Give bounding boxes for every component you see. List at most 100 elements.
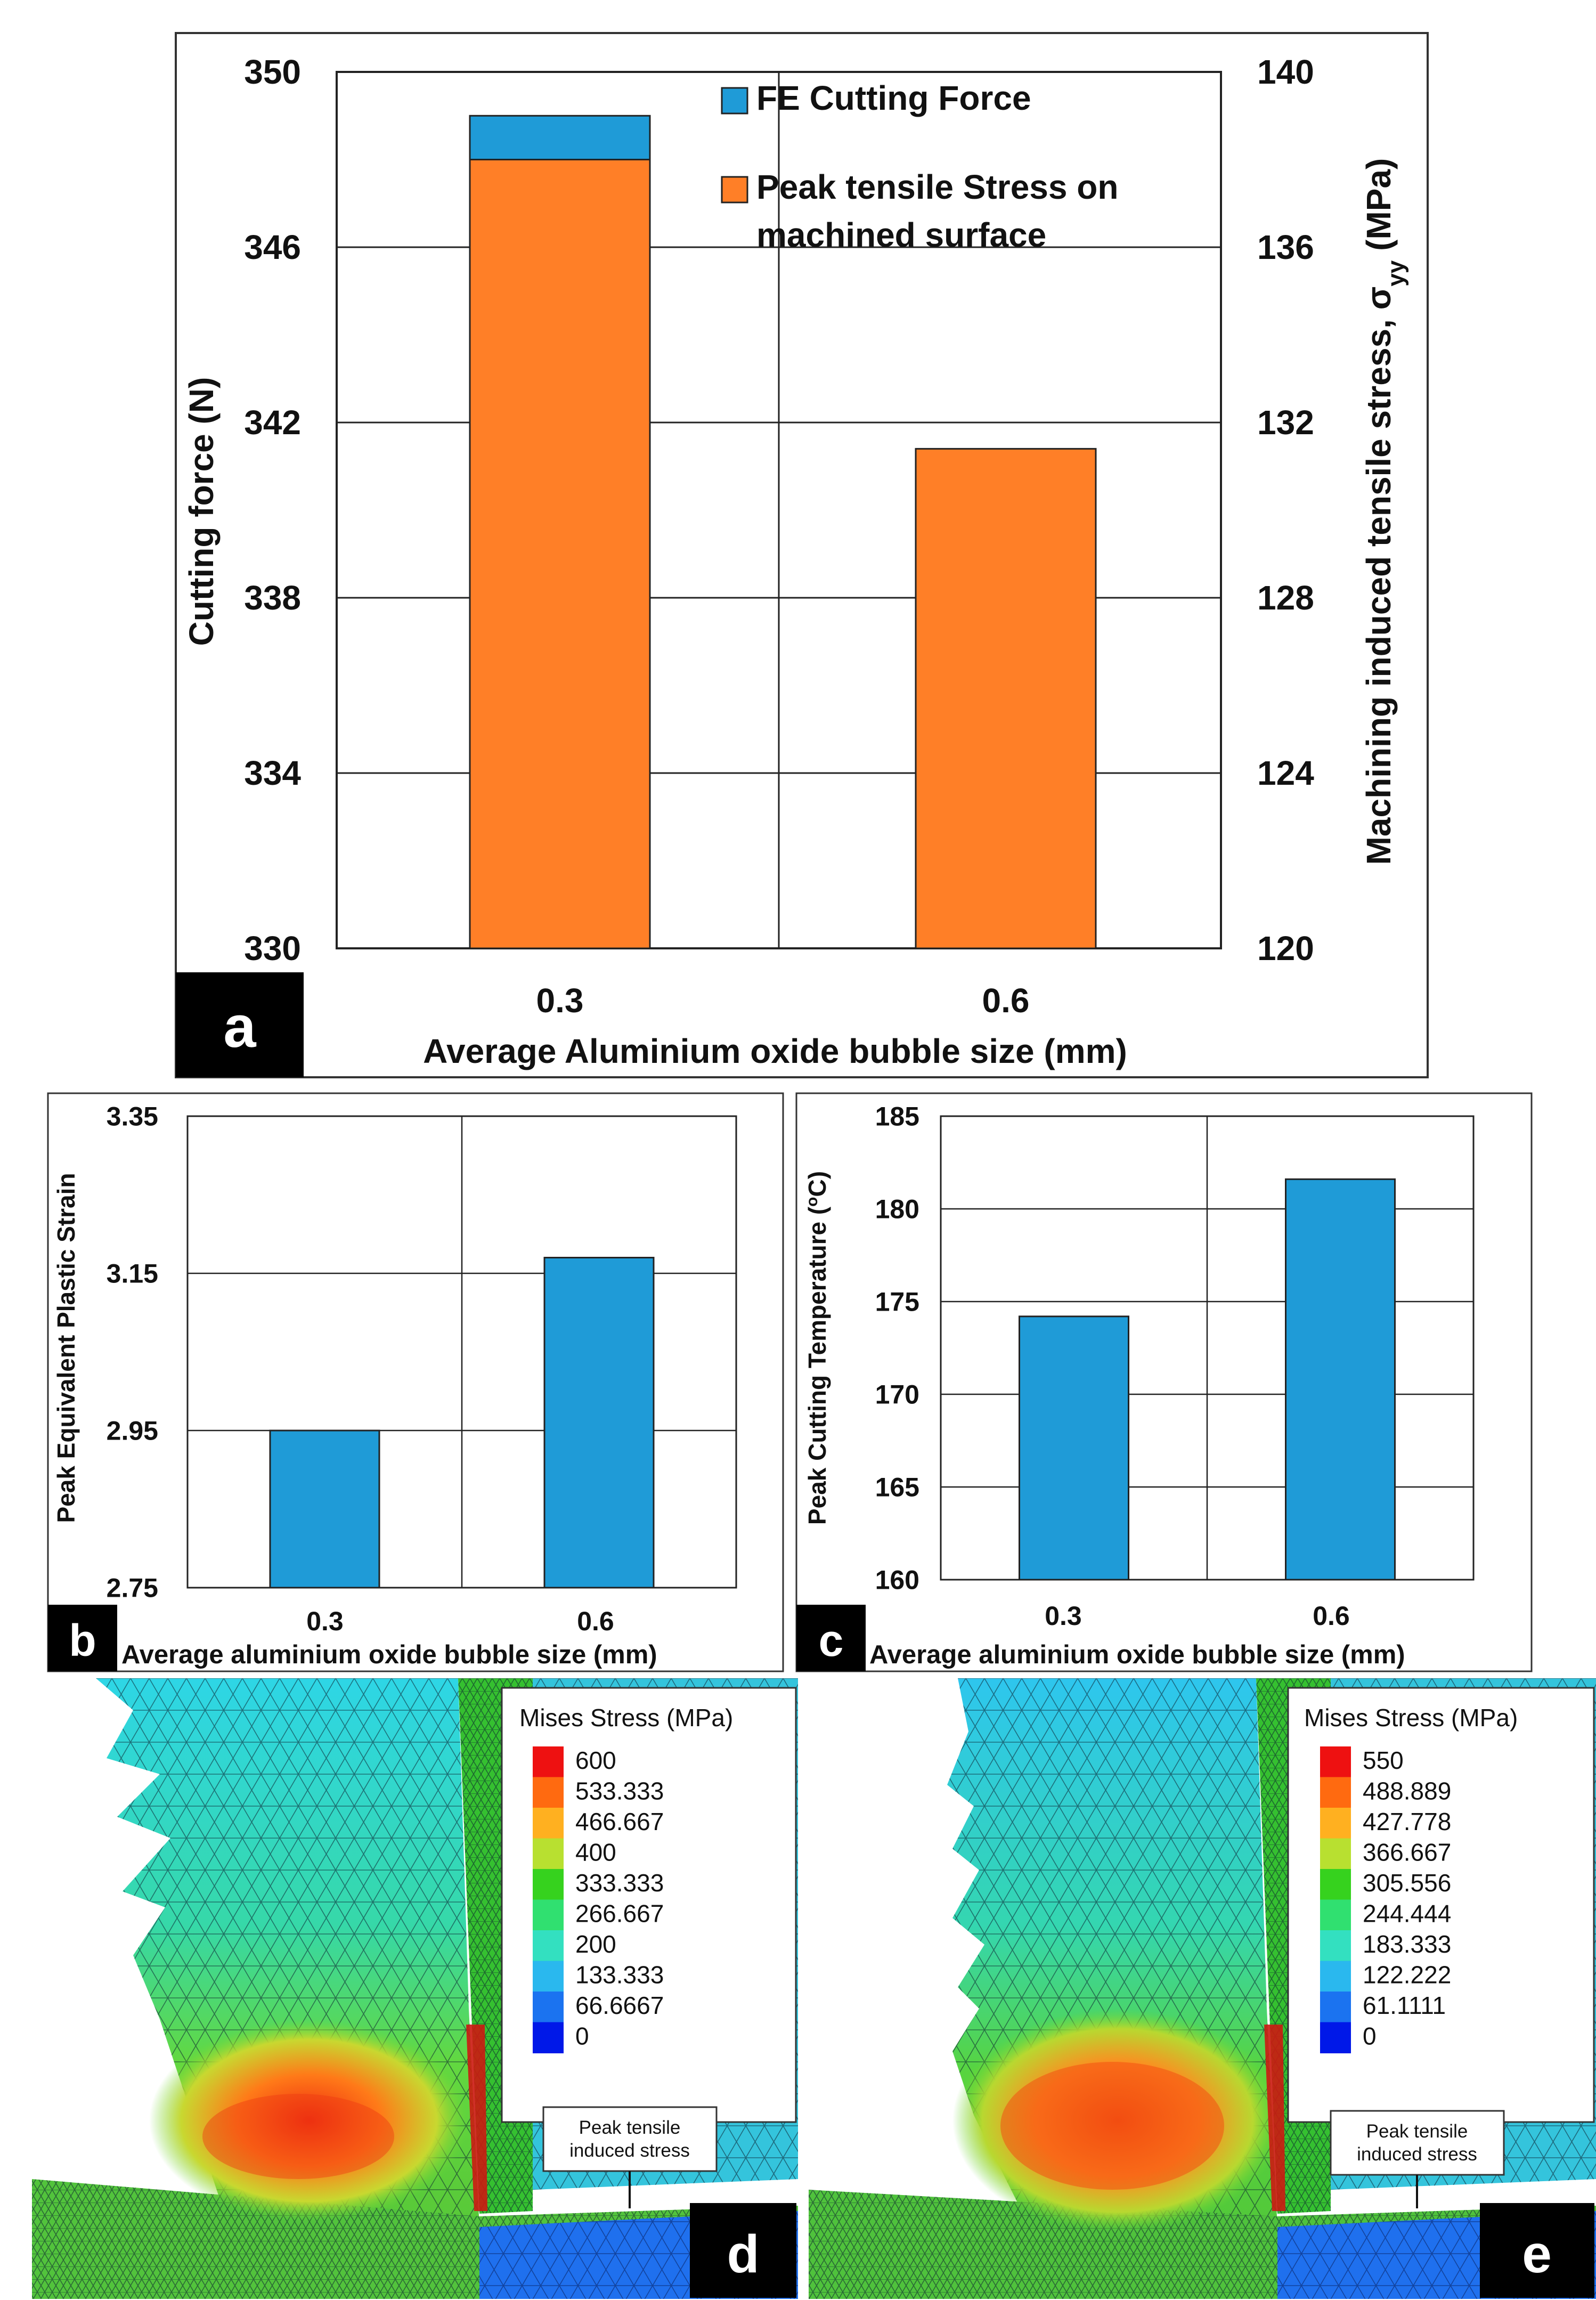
annotation-text: Peak tensile — [579, 2117, 681, 2138]
x-axis-label: Average aluminium oxide bubble size (mm) — [121, 1640, 657, 1669]
legend-color-swatch — [1320, 1961, 1351, 1992]
panel-a-chart: 330 334 338 342 346 350 120 124 128 132 136 140 0.… — [175, 32, 1429, 1078]
legend-color-swatch — [1320, 2022, 1351, 2053]
y-tick-label-right: 128 — [1257, 579, 1314, 617]
x-axis-label: Average aluminium oxide bubble size (mm) — [869, 1640, 1405, 1669]
legend-color-swatch — [533, 1777, 564, 1808]
y-tick-label: 160 — [875, 1565, 919, 1595]
bar-peak-tensile-stress-0.3 — [469, 159, 651, 949]
y-tick-label-left: 350 — [244, 53, 301, 91]
y-tick-label: 2.95 — [107, 1416, 158, 1446]
panel-label-box — [796, 1605, 866, 1671]
panel-b-chart: 2.75 2.95 3.15 3.35 0.3 0.6 Average alumini… — [47, 1092, 784, 1672]
legend-level-label: 0 — [1363, 2022, 1377, 2050]
panel-label: a — [223, 994, 256, 1060]
legend-level-label: 0 — [575, 2022, 589, 2050]
legend-color-swatch — [1320, 1777, 1351, 1808]
panel-label: c — [819, 1615, 844, 1665]
y-tick-label: 3.35 — [107, 1102, 158, 1132]
y-tick-label-left: 334 — [244, 754, 301, 792]
panel-label: e — [1522, 2224, 1552, 2284]
legend-level-label: 305.556 — [1363, 1869, 1451, 1897]
fe-contour-panel-d: Mises Stress (MPa) 600 533.333 466.667 400 3… — [0, 1678, 798, 2299]
y-axis-label-right: Machining induced tensile stress, σyy (M… — [1359, 158, 1409, 865]
panel-c-chart: 160 165 170 175 180 185 0.3 0.6 Average alumi… — [795, 1092, 1533, 1672]
annotation-text: induced stress — [1357, 2144, 1477, 2165]
bar-0.6 — [1285, 1178, 1396, 1581]
panel-label-box — [176, 972, 304, 1077]
y-tick-label: 180 — [875, 1194, 919, 1224]
legend-color-swatch — [1320, 1808, 1351, 1839]
legend-swatch-fe-cutting-force — [721, 87, 748, 115]
legend-color-swatch — [533, 1930, 564, 1962]
y-tick-label: 175 — [875, 1287, 919, 1317]
annotation-box — [542, 2106, 718, 2172]
x-tick-label: 0.3 — [1045, 1601, 1082, 1631]
panel-label-box — [1480, 2203, 1594, 2298]
y-axis-label: Peak Equivalent Plastic Strain — [52, 1173, 80, 1523]
legend-level-label: 333.333 — [575, 1869, 664, 1897]
y-axis-label-left: Cutting force (N) — [182, 377, 221, 646]
legend-color-swatch — [533, 1869, 564, 1900]
bar-0.3 — [1019, 1315, 1129, 1581]
y-tick-label-right: 136 — [1257, 228, 1314, 266]
y-tick-label: 165 — [875, 1473, 919, 1502]
panel-a-frame — [175, 32, 1429, 1078]
panel-label-box — [48, 1605, 117, 1671]
y-tick-label-left: 330 — [244, 929, 301, 968]
legend-swatch-peak-tensile-stress — [721, 176, 748, 204]
y-tick-label-left: 346 — [244, 228, 301, 266]
legend-color-swatch — [533, 1746, 564, 1778]
y-tick-label-left: 342 — [244, 403, 301, 442]
y-tick-label-right: 140 — [1257, 53, 1314, 91]
panel-label: d — [727, 2224, 759, 2284]
annotation-text: induced stress — [569, 2140, 690, 2161]
legend-color-swatch — [533, 1992, 564, 2023]
panel-label-box — [690, 2203, 796, 2298]
legend-title: Mises Stress (MPa) — [1304, 1704, 1518, 1732]
legend-color-swatch — [533, 2022, 564, 2053]
y-tick-label: 170 — [875, 1380, 919, 1410]
y-tick-label-right: 120 — [1257, 929, 1314, 968]
y-tick-label-left: 338 — [244, 579, 301, 617]
legend-level-label: 266.667 — [575, 1900, 664, 1928]
primary-shear-zone — [149, 2019, 469, 2222]
legend-level-label: 200 — [575, 1930, 616, 1958]
legend-color-swatch — [1320, 1869, 1351, 1900]
legend-level-label: 488.889 — [1363, 1777, 1451, 1805]
y-tick-label: 3.15 — [107, 1259, 158, 1289]
y-tick-label: 185 — [875, 1102, 919, 1132]
legend-color-swatch — [533, 1899, 564, 1931]
x-tick-label: 0.3 — [536, 981, 584, 1020]
legend-color-swatch — [1320, 1992, 1351, 2023]
y-axis-label: Peak Cutting Temperature (oC) — [803, 1171, 832, 1525]
legend-level-label: 366.667 — [1363, 1839, 1451, 1866]
legend-level-label: 133.333 — [575, 1961, 664, 1989]
bar-0.6 — [543, 1257, 655, 1589]
annotation-box — [1330, 2110, 1505, 2176]
legend-level-label: 427.778 — [1363, 1808, 1451, 1835]
legend-color-swatch — [1320, 1838, 1351, 1870]
panel-c-frame — [795, 1092, 1533, 1672]
legend-color-swatch — [1320, 1930, 1351, 1962]
x-axis-label: Average Aluminium oxide bubble size (mm) — [423, 1032, 1127, 1070]
legend-color-swatch — [1320, 1899, 1351, 1931]
y-tick-label-right: 132 — [1257, 403, 1314, 442]
legend-color-swatch — [533, 1838, 564, 1870]
legend-level-label: 466.667 — [575, 1808, 664, 1835]
legend-entry: Peak tensile Stress on — [756, 168, 1118, 206]
legend-level-label: 122.222 — [1363, 1961, 1451, 1989]
legend-level-label: 550 — [1363, 1746, 1404, 1774]
x-tick-label: 0.6 — [577, 1606, 614, 1636]
legend-color-swatch — [533, 1961, 564, 1992]
x-tick-label: 0.6 — [1313, 1601, 1350, 1631]
legend-color-swatch — [1320, 1746, 1351, 1778]
legend-level-label: 66.6667 — [575, 1992, 664, 2019]
annotation-text: Peak tensile — [1366, 2121, 1468, 2142]
x-tick-label: 0.3 — [306, 1606, 344, 1636]
bar-0.3 — [269, 1429, 380, 1589]
y-tick-label: 2.75 — [107, 1573, 158, 1603]
panel-b-frame — [47, 1092, 784, 1672]
legend-level-label: 61.1111 — [1363, 1992, 1446, 2019]
bar-peak-tensile-stress-0.6 — [915, 448, 1097, 949]
